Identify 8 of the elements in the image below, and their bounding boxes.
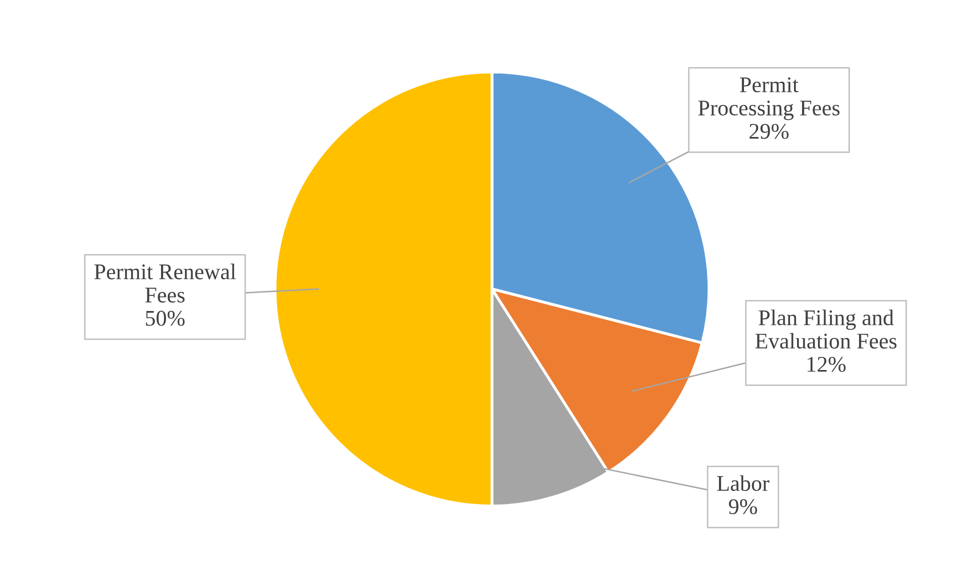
data-label: 12% bbox=[808, 356, 846, 372]
data-label: 9% bbox=[728, 499, 758, 514]
data-label: 29% bbox=[750, 124, 789, 139]
slice-label: Plan Filing and Evaluation Fees bbox=[755, 310, 896, 349]
slice-label: Permit Processing Fees bbox=[698, 77, 840, 120]
data-label: 50% bbox=[146, 310, 185, 326]
slice-label: Permit Renewal Fees bbox=[94, 264, 236, 303]
slice-label: Labor bbox=[717, 475, 770, 491]
